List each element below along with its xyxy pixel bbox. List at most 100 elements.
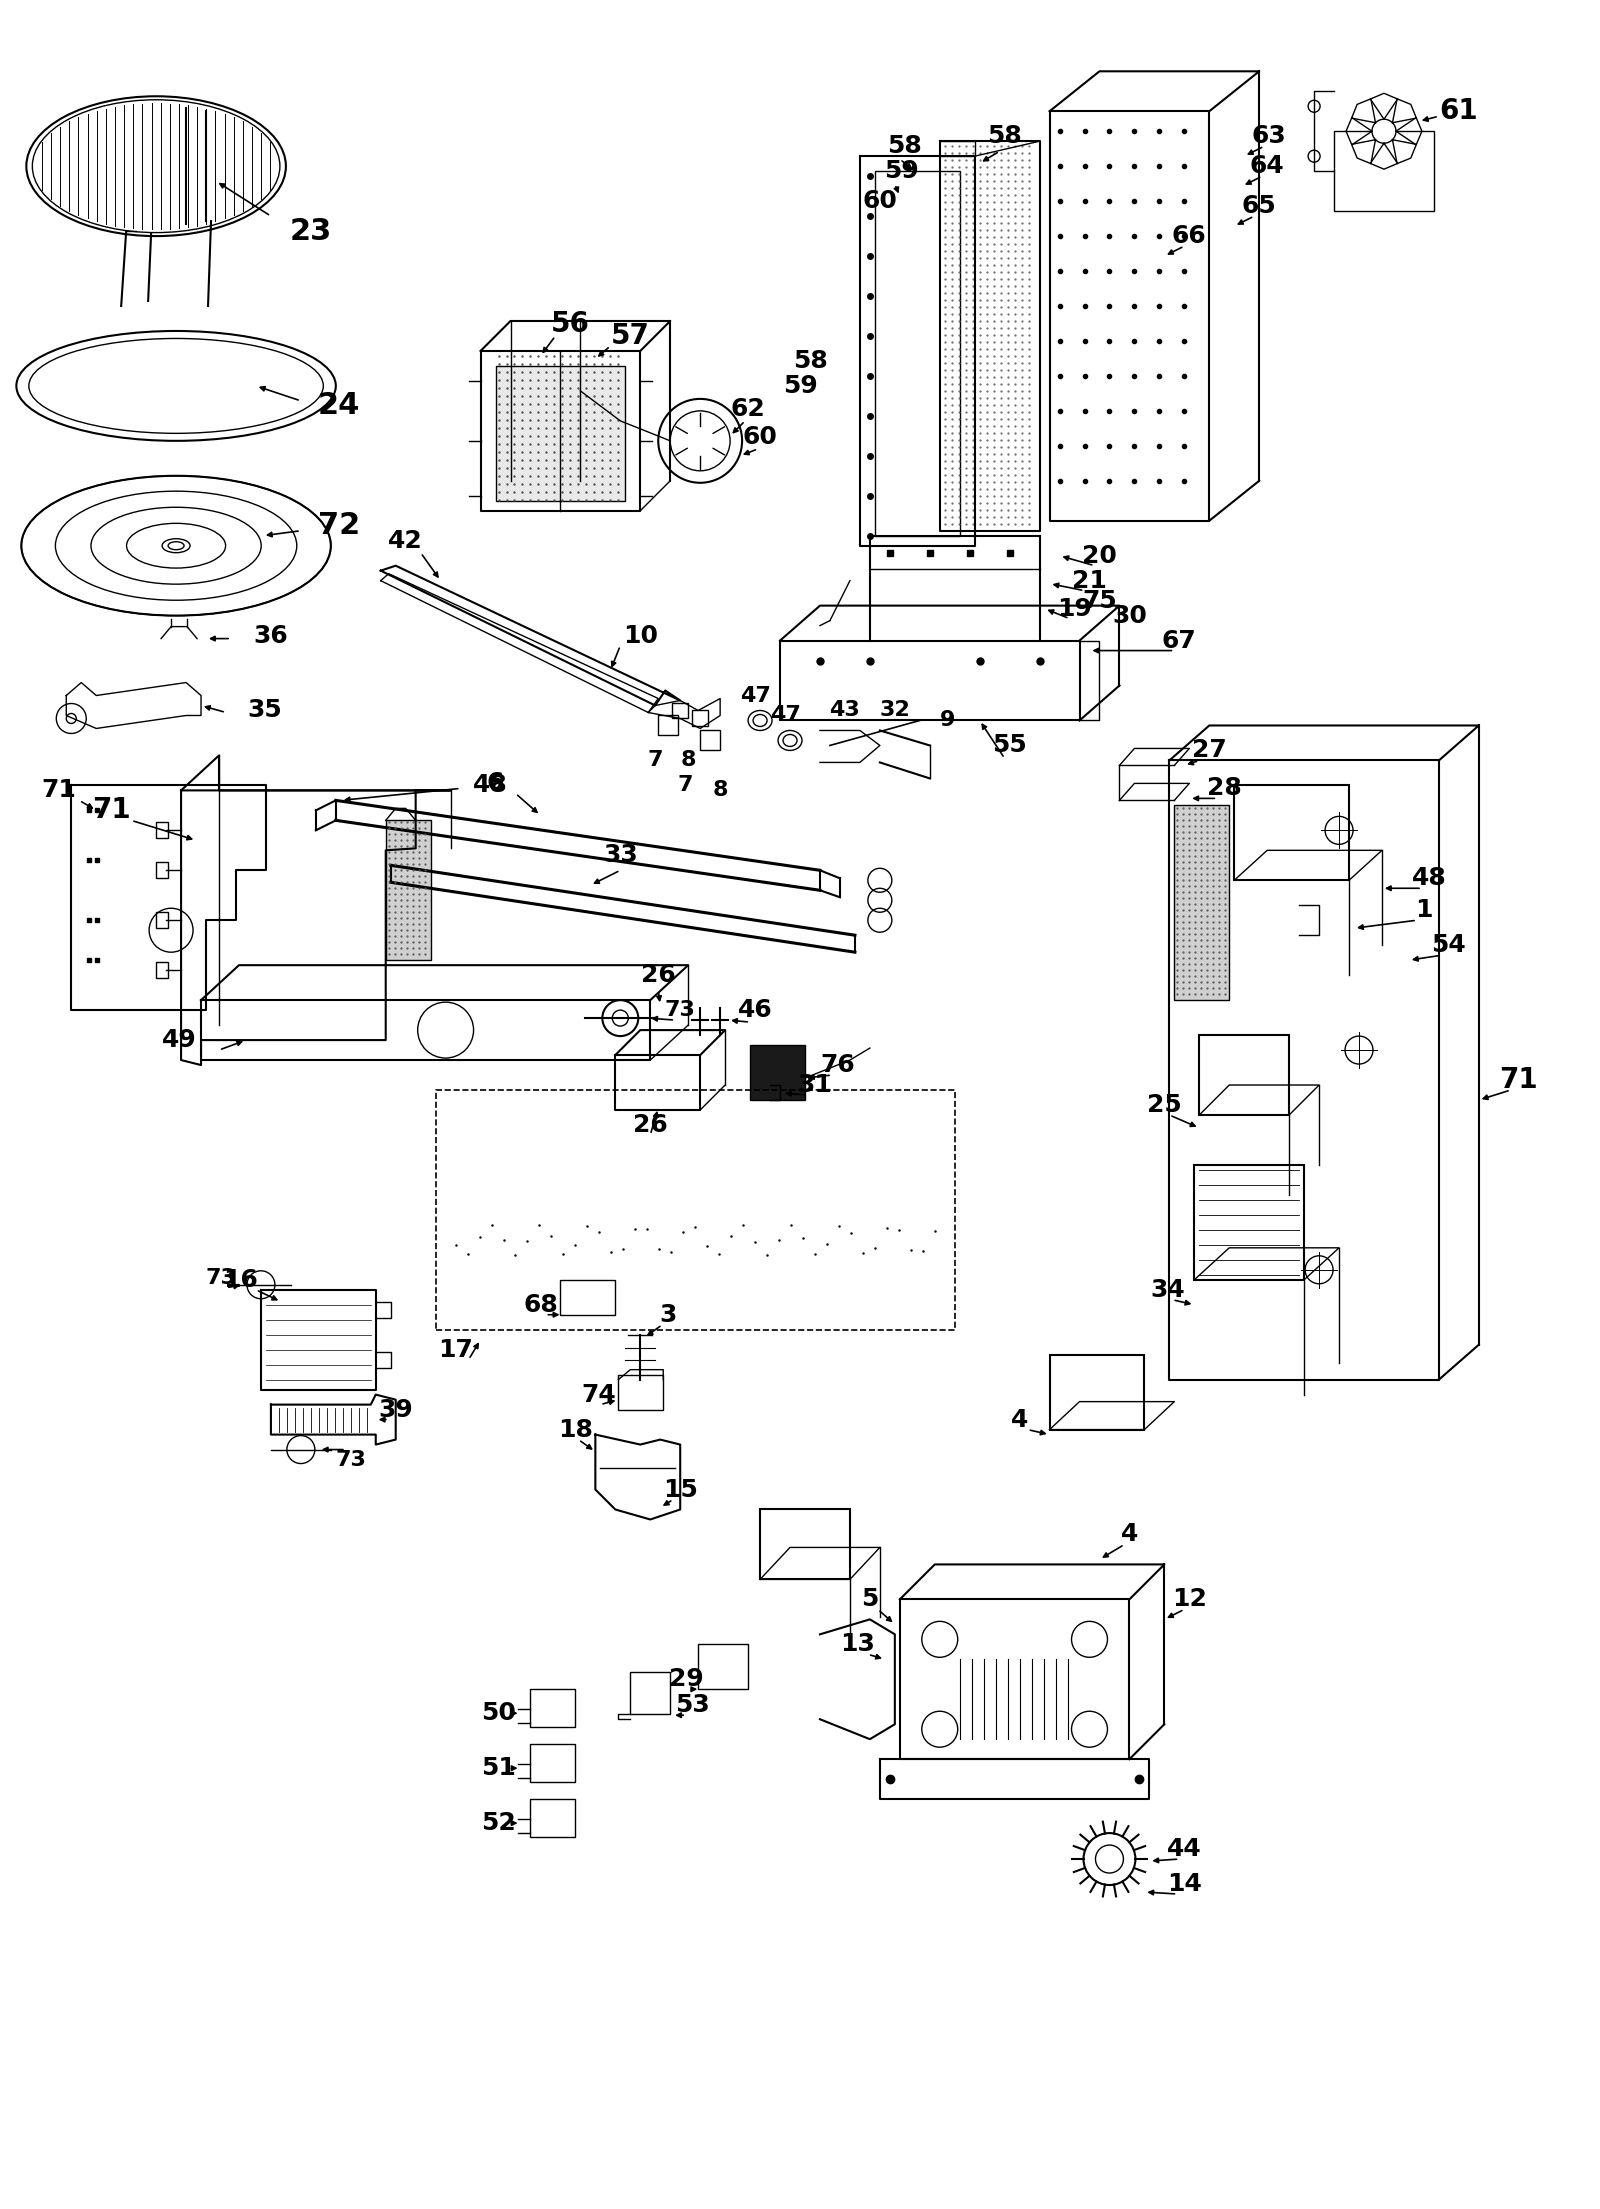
- Bar: [386, 820, 430, 961]
- Bar: [157, 912, 168, 928]
- Text: 73: 73: [336, 1449, 366, 1469]
- Text: 18: 18: [558, 1418, 594, 1442]
- Text: 53: 53: [675, 1694, 709, 1716]
- Bar: [1194, 1164, 1304, 1279]
- Circle shape: [1083, 1833, 1136, 1884]
- Text: 7: 7: [677, 775, 693, 795]
- Text: 7: 7: [648, 751, 662, 771]
- Bar: [760, 1509, 850, 1579]
- Text: 71: 71: [42, 778, 77, 802]
- Text: 3: 3: [659, 1303, 677, 1328]
- Text: 59: 59: [782, 373, 818, 398]
- Text: 52: 52: [482, 1811, 515, 1836]
- Text: 62: 62: [731, 398, 765, 422]
- Text: 8: 8: [680, 751, 696, 771]
- Text: 39: 39: [378, 1398, 413, 1423]
- Bar: [531, 1690, 576, 1727]
- Text: 61: 61: [1440, 97, 1478, 126]
- Text: 65: 65: [1242, 194, 1277, 219]
- Bar: [630, 1672, 670, 1714]
- Text: 28: 28: [1206, 775, 1242, 800]
- Bar: [435, 1089, 955, 1330]
- Bar: [1234, 786, 1349, 879]
- Text: 72: 72: [318, 510, 360, 541]
- Text: 71: 71: [1499, 1067, 1538, 1093]
- Text: 55: 55: [992, 733, 1027, 758]
- Text: 59: 59: [885, 159, 918, 183]
- Bar: [672, 702, 688, 718]
- Text: 17: 17: [438, 1339, 474, 1361]
- Text: 30: 30: [1112, 603, 1147, 627]
- Bar: [560, 1279, 616, 1314]
- Text: 44: 44: [1166, 1838, 1202, 1860]
- Text: 8: 8: [712, 780, 728, 800]
- Text: 50: 50: [482, 1701, 515, 1725]
- Text: 56: 56: [550, 309, 590, 338]
- Bar: [157, 822, 168, 839]
- Text: 29: 29: [669, 1668, 704, 1692]
- Text: 33: 33: [603, 844, 638, 868]
- Text: 48: 48: [474, 773, 507, 797]
- Bar: [1050, 1354, 1144, 1429]
- Text: 74: 74: [581, 1383, 616, 1407]
- Text: 49: 49: [162, 1027, 197, 1051]
- Bar: [618, 1374, 664, 1409]
- Text: 67: 67: [1162, 630, 1197, 652]
- Text: 64: 64: [1250, 155, 1285, 179]
- Text: 26: 26: [642, 963, 675, 987]
- Text: 42: 42: [389, 528, 422, 552]
- Bar: [1334, 130, 1434, 212]
- Text: 73: 73: [664, 1001, 696, 1021]
- Bar: [157, 862, 168, 879]
- Text: 25: 25: [1147, 1093, 1182, 1118]
- Bar: [531, 1798, 576, 1838]
- Bar: [1200, 1036, 1290, 1116]
- Text: 58: 58: [888, 135, 922, 159]
- Text: 63: 63: [1251, 124, 1286, 148]
- Text: 47: 47: [739, 685, 771, 705]
- Text: 34: 34: [1150, 1277, 1184, 1301]
- Bar: [157, 963, 168, 979]
- Text: 4: 4: [1120, 1522, 1138, 1546]
- Text: 60: 60: [742, 424, 778, 448]
- Text: 32: 32: [880, 700, 910, 720]
- Text: 16: 16: [224, 1268, 259, 1292]
- Text: 14: 14: [1166, 1871, 1202, 1895]
- Bar: [1174, 806, 1229, 1001]
- Text: 43: 43: [829, 700, 861, 720]
- Bar: [750, 1045, 805, 1100]
- Text: 48: 48: [1411, 866, 1446, 890]
- Text: 12: 12: [1171, 1588, 1206, 1610]
- Text: 1: 1: [1414, 899, 1432, 921]
- Text: 4: 4: [1011, 1407, 1029, 1431]
- Text: 54: 54: [1432, 932, 1466, 956]
- Text: 68: 68: [523, 1292, 558, 1317]
- Bar: [658, 716, 678, 736]
- Text: 57: 57: [611, 323, 650, 349]
- Text: 13: 13: [840, 1632, 875, 1657]
- Text: 71: 71: [91, 797, 131, 824]
- Text: 21: 21: [1072, 568, 1107, 592]
- Bar: [701, 731, 720, 751]
- Bar: [531, 1745, 576, 1783]
- Text: 24: 24: [318, 391, 360, 420]
- Text: 6: 6: [486, 771, 504, 795]
- Text: 46: 46: [738, 998, 773, 1023]
- Text: 31: 31: [797, 1074, 832, 1098]
- Text: 76: 76: [821, 1054, 856, 1078]
- Bar: [875, 170, 960, 537]
- Text: 47: 47: [770, 705, 800, 725]
- Text: 23: 23: [290, 216, 331, 245]
- Text: 51: 51: [482, 1756, 515, 1780]
- Text: 58: 58: [987, 124, 1022, 148]
- Text: 15: 15: [662, 1478, 698, 1502]
- Text: 9: 9: [941, 711, 955, 731]
- Text: 26: 26: [634, 1113, 667, 1138]
- Text: 36: 36: [253, 623, 288, 647]
- Text: 35: 35: [248, 698, 282, 722]
- Text: 60: 60: [862, 190, 898, 212]
- Text: 19: 19: [1058, 596, 1091, 621]
- Bar: [496, 367, 626, 501]
- Text: 66: 66: [1171, 223, 1206, 247]
- Text: 20: 20: [1082, 543, 1117, 568]
